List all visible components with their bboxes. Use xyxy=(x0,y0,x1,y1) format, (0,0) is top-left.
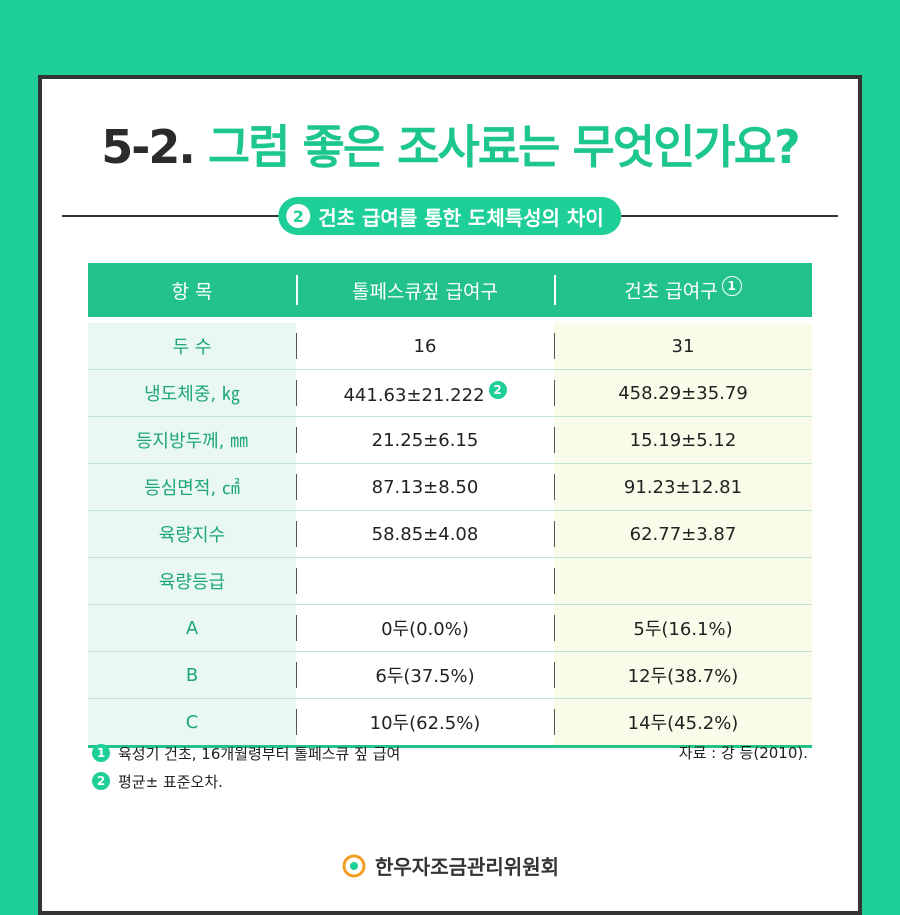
table-cell xyxy=(554,557,812,605)
table-cell: 14두(45.2%) xyxy=(554,698,812,748)
row-label: 등심면적, ㎠ xyxy=(88,463,296,511)
row-label: 육량지수 xyxy=(88,510,296,558)
row-label: 두 수 xyxy=(88,317,296,370)
page-title: 5-2. 그럼 좋은 조사료는 무엇인가요? xyxy=(42,111,858,177)
header-hay: 건초 급여구 1 xyxy=(554,263,812,320)
table-cell: 58.85±4.08 xyxy=(296,510,554,558)
header-tall-fescue: 톨페스큐짚 급여구 xyxy=(296,263,554,320)
subtitle-pill: 2 건초 급여를 통한 도체특성의 차이 xyxy=(278,197,622,235)
title-main: 그럼 좋은 조사료는 무엇인가요? xyxy=(207,120,801,174)
footer-logo: 한우자조금관리위원회 xyxy=(42,851,858,880)
table-cell: 6두(37.5%) xyxy=(296,651,554,699)
row-label: A xyxy=(88,604,296,652)
source-citation: 자료 : 강 등(2010). xyxy=(678,744,808,762)
carcass-table: 항 목 톨페스큐짚 급여구 건초 급여구 1 두 수 16 31 냉도체중, ㎏ 441.… xyxy=(88,263,812,748)
table-cell: 62.77±3.87 xyxy=(554,510,812,558)
table-row: 두 수 16 31 xyxy=(88,317,812,370)
org-name: 한우자조금관리위원회 xyxy=(375,855,559,879)
row-label: B xyxy=(88,651,296,699)
footnotes: 1 육성기 건초, 16개월령부터 톨페스큐 짚 급여 2 평균± 표준오차. … xyxy=(92,739,808,795)
subtitle-text: 건초 급여를 통한 도체특성의 차이 xyxy=(318,205,604,230)
table-cell: 12두(38.7%) xyxy=(554,651,812,699)
table-row: 육량지수 58.85±4.08 62.77±3.87 xyxy=(88,510,812,558)
footnote-2: 2 평균± 표준오차. xyxy=(92,767,808,795)
value-footnote-mark: 2 xyxy=(488,380,507,399)
content-card: 5-2. 그럼 좋은 조사료는 무엇인가요? 2 건초 급여를 통한 도체특성의 … xyxy=(38,75,862,915)
row-label: 등지방두께, ㎜ xyxy=(88,416,296,464)
table-row: B 6두(37.5%) 12두(38.7%) xyxy=(88,651,812,699)
table-row: C 10두(62.5%) 14두(45.2%) xyxy=(88,698,812,748)
table-row: A 0두(0.0%) 5두(16.1%) xyxy=(88,604,812,652)
table-cell: 31 xyxy=(554,317,812,370)
header-footnote-mark: 1 xyxy=(721,276,742,297)
table-row: 등지방두께, ㎜ 21.25±6.15 15.19±5.12 xyxy=(88,416,812,464)
table-row: 냉도체중, ㎏ 441.63±21.222 2 458.29±35.79 xyxy=(88,369,812,417)
subtitle-badge: 2 xyxy=(286,204,311,228)
table-cell: 10두(62.5%) xyxy=(296,698,554,748)
footnote-mark: 2 xyxy=(92,772,110,790)
table-cell: 87.13±8.50 xyxy=(296,463,554,511)
table-cell: 441.63±21.222 2 xyxy=(296,369,554,417)
row-label: 냉도체중, ㎏ xyxy=(88,369,296,417)
table-cell: 15.19±5.12 xyxy=(554,416,812,464)
table-cell: 5두(16.1%) xyxy=(554,604,812,652)
hanwoo-logo-icon xyxy=(342,854,366,877)
footnote-text: 평균± 표준오차. xyxy=(118,772,223,791)
table-cell: 91.23±12.81 xyxy=(554,463,812,511)
table-cell xyxy=(296,557,554,605)
row-label: 육량등급 xyxy=(88,557,296,605)
table-row: 육량등급 xyxy=(88,557,812,605)
table-header-row: 항 목 톨페스큐짚 급여구 건초 급여구 1 xyxy=(88,263,812,320)
footnote-1: 1 육성기 건초, 16개월령부터 톨페스큐 짚 급여 xyxy=(92,739,808,767)
header-item: 항 목 xyxy=(88,263,296,320)
row-label: C xyxy=(88,698,296,748)
title-number: 5-2. xyxy=(101,120,196,174)
table-row: 등심면적, ㎠ 87.13±8.50 91.23±12.81 xyxy=(88,463,812,511)
subtitle-bar: 2 건초 급여를 통한 도체특성의 차이 xyxy=(62,197,838,235)
table-cell: 21.25±6.15 xyxy=(296,416,554,464)
footnote-mark: 1 xyxy=(92,744,110,762)
table-cell: 16 xyxy=(296,317,554,370)
table-cell: 0두(0.0%) xyxy=(296,604,554,652)
footnote-text: 육성기 건초, 16개월령부터 톨페스큐 짚 급여 xyxy=(118,744,401,763)
table-cell: 458.29±35.79 xyxy=(554,369,812,417)
